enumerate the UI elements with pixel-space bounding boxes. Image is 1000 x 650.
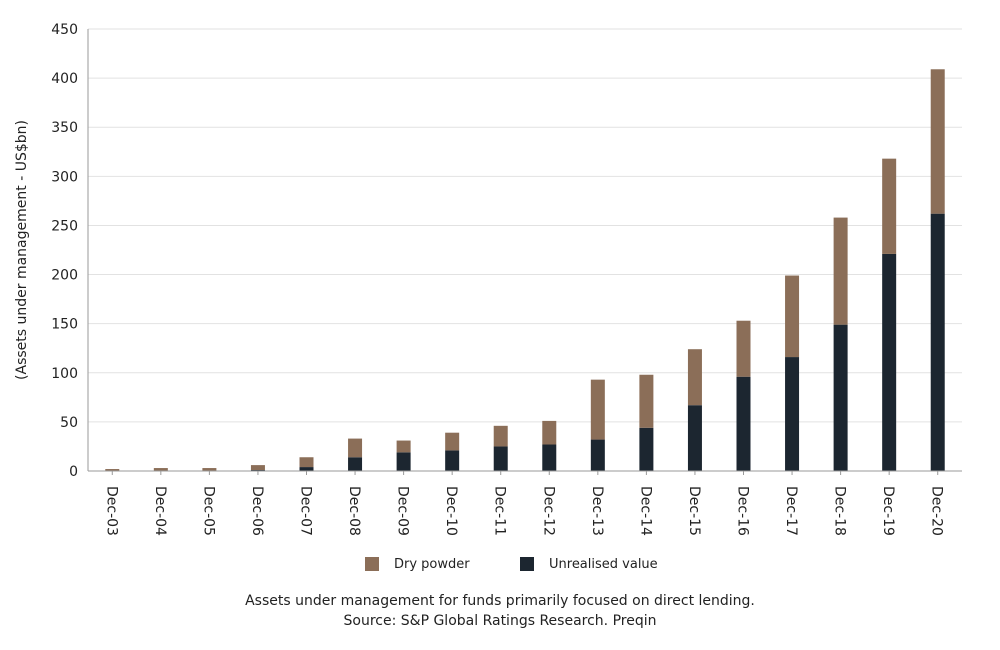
x-tick-label: Dec-20 (929, 486, 945, 536)
bars (105, 69, 945, 471)
bar-dry-powder (299, 457, 314, 468)
bar-unrealised-value (445, 450, 460, 471)
y-tick-label: 200 (51, 268, 78, 284)
x-tick-label: Dec-06 (249, 486, 265, 536)
y-tick-label: 300 (51, 169, 78, 185)
caption-line-1: Assets under management for funds primar… (245, 593, 755, 609)
y-tick-label: 400 (51, 71, 78, 87)
legend-swatch (520, 557, 534, 571)
bar-dry-powder (882, 158, 897, 254)
bar-dry-powder (153, 468, 168, 471)
x-tick-label: Dec-17 (783, 486, 799, 536)
bar-dry-powder (250, 465, 265, 471)
legend-label: Unrealised value (549, 557, 658, 572)
bar-unrealised-value (736, 376, 751, 471)
bar-dry-powder (348, 438, 363, 458)
x-tick-label: Dec-10 (443, 486, 459, 536)
bar-dry-powder (639, 374, 654, 428)
y-tick-label: 350 (51, 120, 78, 136)
bar-unrealised-value (396, 452, 411, 471)
x-tick-label: Dec-05 (200, 486, 216, 536)
x-tick-label: Dec-09 (395, 486, 411, 536)
bar-unrealised-value (639, 427, 654, 471)
x-tick-label: Dec-11 (492, 486, 508, 536)
bar-dry-powder (396, 440, 411, 453)
y-axis-title: (Assets under management - US$bn) (14, 120, 30, 380)
legend-label: Dry powder (394, 557, 470, 572)
y-tick-labels: 0 50 100 150 200 250 300 350 400 450 (51, 22, 78, 480)
bar-dry-powder (445, 432, 460, 451)
y-tick-label: 250 (51, 218, 78, 234)
bar-unrealised-value (687, 405, 702, 471)
bar-unrealised-value (542, 444, 557, 471)
bar-dry-powder (785, 275, 800, 358)
legend: Dry powder Unrealised value (365, 557, 658, 572)
x-tick-label: Dec-04 (152, 486, 168, 536)
bar-unrealised-value (930, 213, 945, 471)
bar-unrealised-value (590, 439, 605, 471)
bar-dry-powder (736, 320, 751, 377)
legend-swatch (365, 557, 379, 571)
caption-line-2: Source: S&P Global Ratings Research. Pre… (343, 613, 657, 629)
x-tick-label: Dec-03 (103, 486, 119, 536)
x-tick-label: Dec-07 (298, 486, 314, 536)
x-tick-label: Dec-12 (540, 486, 556, 536)
x-tick-label: Dec-14 (637, 486, 653, 536)
bar-unrealised-value (493, 446, 508, 471)
bar-unrealised-value (299, 467, 314, 471)
bar-dry-powder (930, 69, 945, 214)
axes (87, 29, 962, 472)
bar-unrealised-value (348, 457, 363, 471)
bar-dry-powder (833, 217, 848, 325)
bar-dry-powder (105, 469, 120, 471)
bar-dry-powder (493, 425, 508, 447)
bar-dry-powder (542, 420, 557, 445)
x-tick-label: Dec-16 (735, 486, 751, 536)
y-tick-label: 50 (60, 415, 78, 431)
gridlines (88, 28, 962, 423)
x-tick-labels: Dec-03 Dec-04 Dec-05 Dec-06 Dec-07 Dec-08 Dec-… (103, 471, 945, 536)
y-tick-label: 150 (51, 317, 78, 333)
stacked-bar-chart: 0 50 100 150 200 250 300 350 400 450 Dec-03 Dec-04… (14, 22, 962, 572)
bar-dry-powder (590, 379, 605, 440)
x-tick-label: Dec-15 (686, 486, 702, 536)
x-tick-label: Dec-08 (346, 486, 362, 536)
bar-unrealised-value (785, 357, 800, 471)
x-tick-label: Dec-19 (880, 486, 896, 536)
x-tick-label: Dec-13 (589, 486, 605, 536)
y-tick-label: 100 (51, 366, 78, 382)
bar-unrealised-value (882, 253, 897, 471)
y-tick-label: 450 (51, 22, 78, 38)
bar-unrealised-value (833, 324, 848, 471)
y-tick-label: 0 (69, 464, 78, 480)
bar-dry-powder (687, 349, 702, 406)
bar-dry-powder (202, 468, 217, 471)
x-tick-label: Dec-18 (832, 486, 848, 536)
